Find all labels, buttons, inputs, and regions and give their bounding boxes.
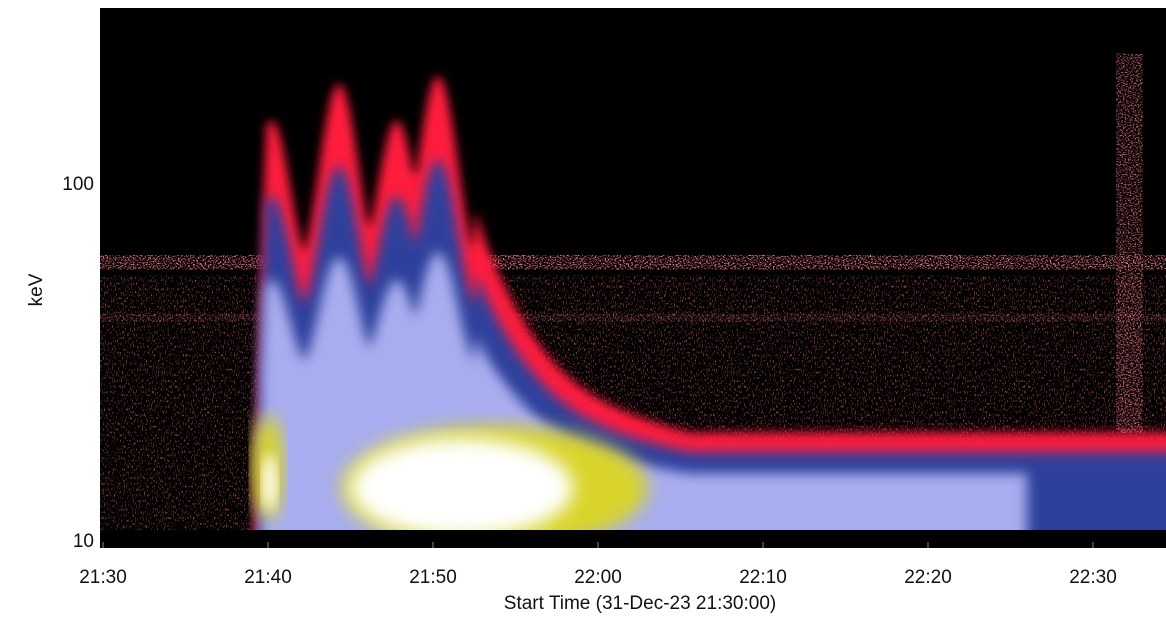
x-tick-label: 22:00 — [574, 567, 622, 588]
y-axis-ticks: 10 100 — [62, 174, 94, 552]
y-tick-label: 10 — [73, 531, 94, 552]
x-tick-label: 21:30 — [79, 567, 127, 588]
x-tick-label: 22:20 — [904, 567, 952, 588]
background-line — [100, 255, 1166, 270]
y-axis-label: keV — [26, 273, 47, 306]
x-tick-label: 21:50 — [409, 567, 457, 588]
lower-energy-cutoff-band — [100, 530, 1166, 548]
x-tick-label: 21:40 — [244, 567, 292, 588]
white-core-region — [350, 437, 574, 538]
late-spike-layer — [1116, 53, 1143, 433]
x-axis-ticks: 21:30 21:40 21:50 22:00 22:10 22:20 22:30 — [79, 542, 1117, 588]
white-left-core-region — [261, 454, 278, 511]
y-tick-label: 100 — [62, 174, 94, 195]
background-line — [100, 313, 1166, 322]
x-axis-label: Start Time (31-Dec-23 21:30:00) — [504, 593, 776, 614]
late-spike — [1116, 53, 1143, 433]
x-tick-label: 22:30 — [1069, 567, 1117, 588]
x-tick-label: 22:10 — [739, 567, 787, 588]
